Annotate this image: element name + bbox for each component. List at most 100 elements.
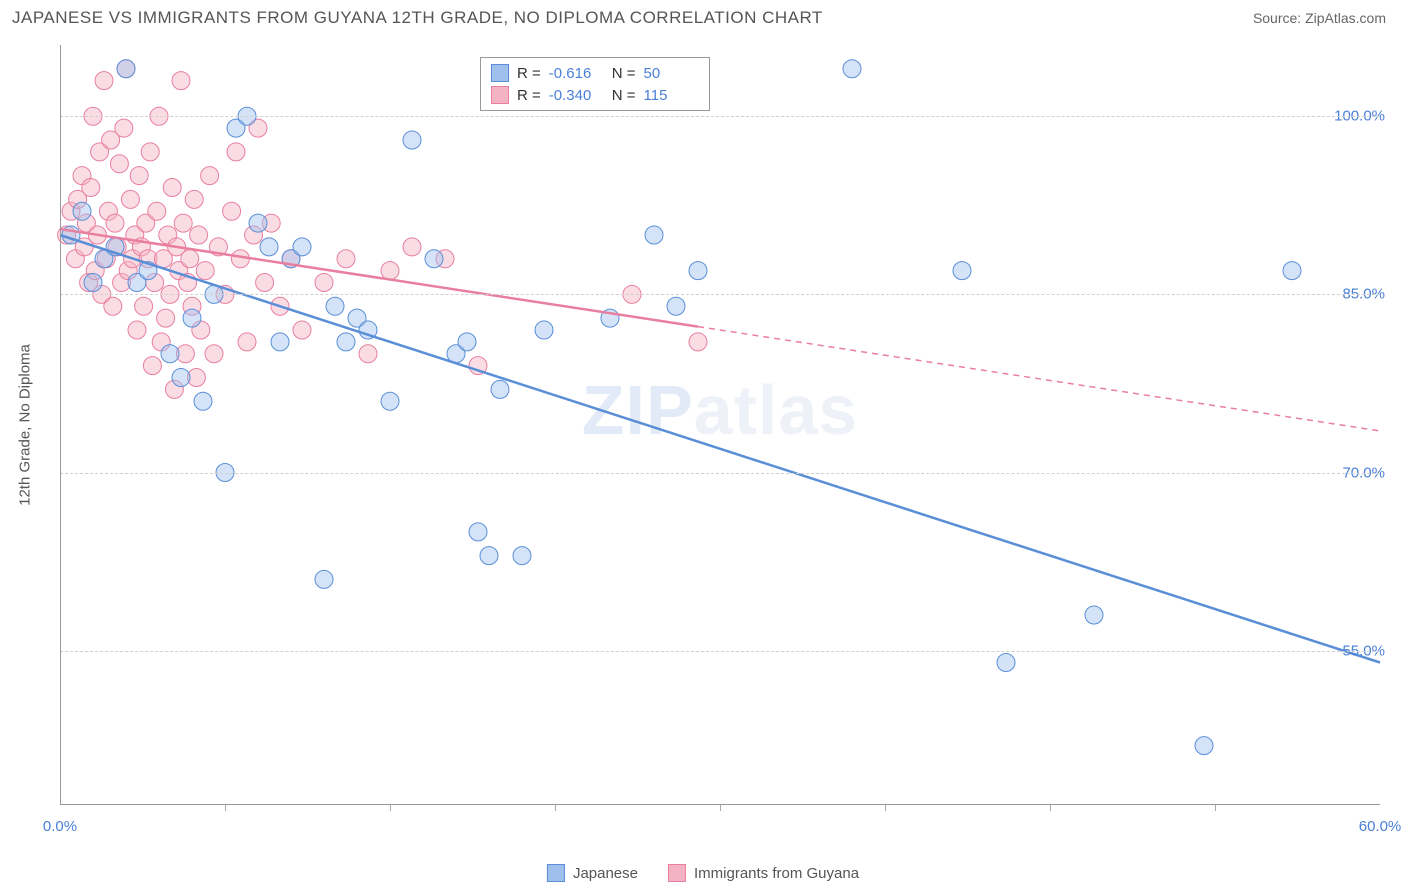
scatter-point <box>110 155 128 173</box>
scatter-point <box>953 262 971 280</box>
x-tick-mark <box>720 805 721 811</box>
r-value-guyana: -0.340 <box>549 87 604 104</box>
legend-row-guyana: R = -0.340 N = 115 <box>491 84 699 106</box>
n-label: N = <box>612 87 636 104</box>
x-tick-mark <box>390 805 391 811</box>
scatter-point <box>82 179 100 197</box>
scatter-point <box>260 238 278 256</box>
chart-header: JAPANESE VS IMMIGRANTS FROM GUYANA 12TH … <box>0 0 1406 32</box>
scatter-point <box>337 333 355 351</box>
scatter-point <box>491 380 509 398</box>
scatter-point <box>469 523 487 541</box>
scatter-point <box>115 119 133 137</box>
x-tick-mark <box>1050 805 1051 811</box>
scatter-point <box>183 309 201 327</box>
x-tick-mark <box>225 805 226 811</box>
scatter-point <box>223 202 241 220</box>
n-value-japanese: 50 <box>644 65 699 82</box>
scatter-point <box>185 190 203 208</box>
x-tick-mark <box>1215 805 1216 811</box>
scatter-point <box>271 333 289 351</box>
gridline <box>60 651 1380 652</box>
scatter-point <box>249 214 267 232</box>
legend-label-japanese: Japanese <box>573 865 638 882</box>
scatter-point <box>190 226 208 244</box>
scatter-point <box>1085 606 1103 624</box>
scatter-point <box>227 143 245 161</box>
swatch-guyana <box>491 86 509 104</box>
plot-svg <box>60 45 1380 805</box>
scatter-point <box>238 333 256 351</box>
scatter-point <box>381 262 399 280</box>
swatch-guyana-b <box>668 864 686 882</box>
scatter-point <box>201 167 219 185</box>
scatter-point <box>513 547 531 565</box>
legend-item-japanese: Japanese <box>547 864 638 882</box>
correlation-legend: R = -0.616 N = 50 R = -0.340 N = 115 <box>480 57 710 111</box>
scatter-point <box>326 297 344 315</box>
scatter-point <box>148 202 166 220</box>
scatter-point <box>163 179 181 197</box>
scatter-point <box>667 297 685 315</box>
scatter-point <box>1283 262 1301 280</box>
scatter-point <box>645 226 663 244</box>
scatter-point <box>381 392 399 410</box>
scatter-point <box>315 570 333 588</box>
scatter-point <box>689 262 707 280</box>
legend-row-japanese: R = -0.616 N = 50 <box>491 62 699 84</box>
scatter-point <box>73 202 91 220</box>
scatter-point <box>997 654 1015 672</box>
scatter-point <box>135 297 153 315</box>
scatter-point <box>205 345 223 363</box>
scatter-point <box>95 72 113 90</box>
y-axis-label: 12th Grade, No Diploma <box>17 344 34 506</box>
scatter-point <box>172 369 190 387</box>
scatter-point <box>403 131 421 149</box>
scatter-point <box>172 72 190 90</box>
scatter-point <box>130 167 148 185</box>
gridline <box>60 294 1380 295</box>
r-label: R = <box>517 87 541 104</box>
scatter-point <box>1195 737 1213 755</box>
scatter-point <box>196 262 214 280</box>
scatter-point <box>843 60 861 78</box>
scatter-point <box>143 357 161 375</box>
scatter-point <box>104 297 122 315</box>
x-axis-line <box>60 804 1380 805</box>
chart-title: JAPANESE VS IMMIGRANTS FROM GUYANA 12TH … <box>12 8 823 28</box>
scatter-point <box>293 321 311 339</box>
scatter-point <box>174 214 192 232</box>
scatter-point <box>157 309 175 327</box>
swatch-japanese <box>491 64 509 82</box>
trendline-solid <box>60 235 1380 663</box>
trendline-dashed <box>698 327 1380 431</box>
scatter-point <box>315 274 333 292</box>
r-value-japanese: -0.616 <box>549 65 604 82</box>
series-legend: Japanese Immigrants from Guyana <box>547 864 859 882</box>
scatter-point <box>121 190 139 208</box>
legend-item-guyana: Immigrants from Guyana <box>668 864 859 882</box>
swatch-japanese-b <box>547 864 565 882</box>
scatter-point <box>359 345 377 363</box>
n-value-guyana: 115 <box>644 87 699 104</box>
scatter-point <box>458 333 476 351</box>
scatter-point <box>106 214 124 232</box>
scatter-point <box>141 143 159 161</box>
scatter-point <box>181 250 199 268</box>
gridline <box>60 473 1380 474</box>
scatter-point <box>425 250 443 268</box>
chart-source: Source: ZipAtlas.com <box>1253 10 1386 26</box>
scatter-point <box>337 250 355 268</box>
scatter-point <box>403 238 421 256</box>
scatter-point <box>128 321 146 339</box>
x-tick-label: 60.0% <box>1359 818 1402 835</box>
gridline <box>60 116 1380 117</box>
scatter-point <box>84 274 102 292</box>
y-axis-line <box>60 45 61 805</box>
scatter-point <box>256 274 274 292</box>
scatter-point <box>293 238 311 256</box>
x-tick-mark <box>885 805 886 811</box>
scatter-point <box>480 547 498 565</box>
n-label: N = <box>612 65 636 82</box>
x-tick-label: 0.0% <box>43 818 77 835</box>
